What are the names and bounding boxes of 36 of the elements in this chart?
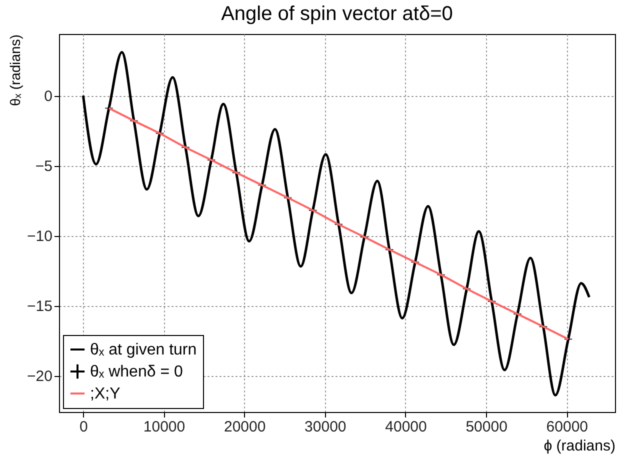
- point: [538, 322, 548, 332]
- point: [283, 193, 292, 202]
- y-tick-label: 0: [44, 88, 52, 106]
- point: [206, 156, 216, 164]
- y-tick-label: −5: [35, 158, 52, 176]
- y-tick-label: −20: [27, 368, 52, 386]
- y-tick-label: −15: [27, 298, 52, 316]
- point: [232, 168, 241, 178]
- line-series: [108, 107, 570, 340]
- point: [104, 104, 114, 113]
- point: [360, 232, 369, 242]
- point: [308, 206, 318, 215]
- x-tick-label: 20000: [224, 418, 266, 436]
- x-tick-label: 0: [80, 418, 88, 436]
- x-tick-label: 50000: [466, 418, 508, 436]
- y-tick-label: −10: [27, 228, 52, 246]
- y-axis-title: θₓ (radians): [7, 34, 24, 106]
- x-tick-label: 40000: [385, 418, 427, 436]
- point: [155, 128, 164, 138]
- point: [181, 142, 190, 152]
- legend-label: θₓ whenδ = 0: [90, 364, 183, 380]
- point: [258, 180, 267, 190]
- point: [410, 258, 420, 267]
- point: [129, 116, 138, 126]
- x-tick-label: 30000: [304, 418, 346, 436]
- x-axis-title: ϕ (radians): [544, 438, 616, 454]
- chart-title: Angle of spin vector atδ=0: [221, 3, 453, 25]
- point: [564, 334, 573, 344]
- x-tick-label: 10000: [143, 418, 186, 436]
- legend-label: ;X;Y: [90, 386, 121, 402]
- point: [487, 296, 496, 306]
- point: [436, 270, 446, 280]
- point: [513, 310, 522, 318]
- legend-label: θₓ at given turn: [90, 342, 197, 358]
- x-tick-label: 60000: [546, 418, 588, 436]
- point: [462, 284, 472, 294]
